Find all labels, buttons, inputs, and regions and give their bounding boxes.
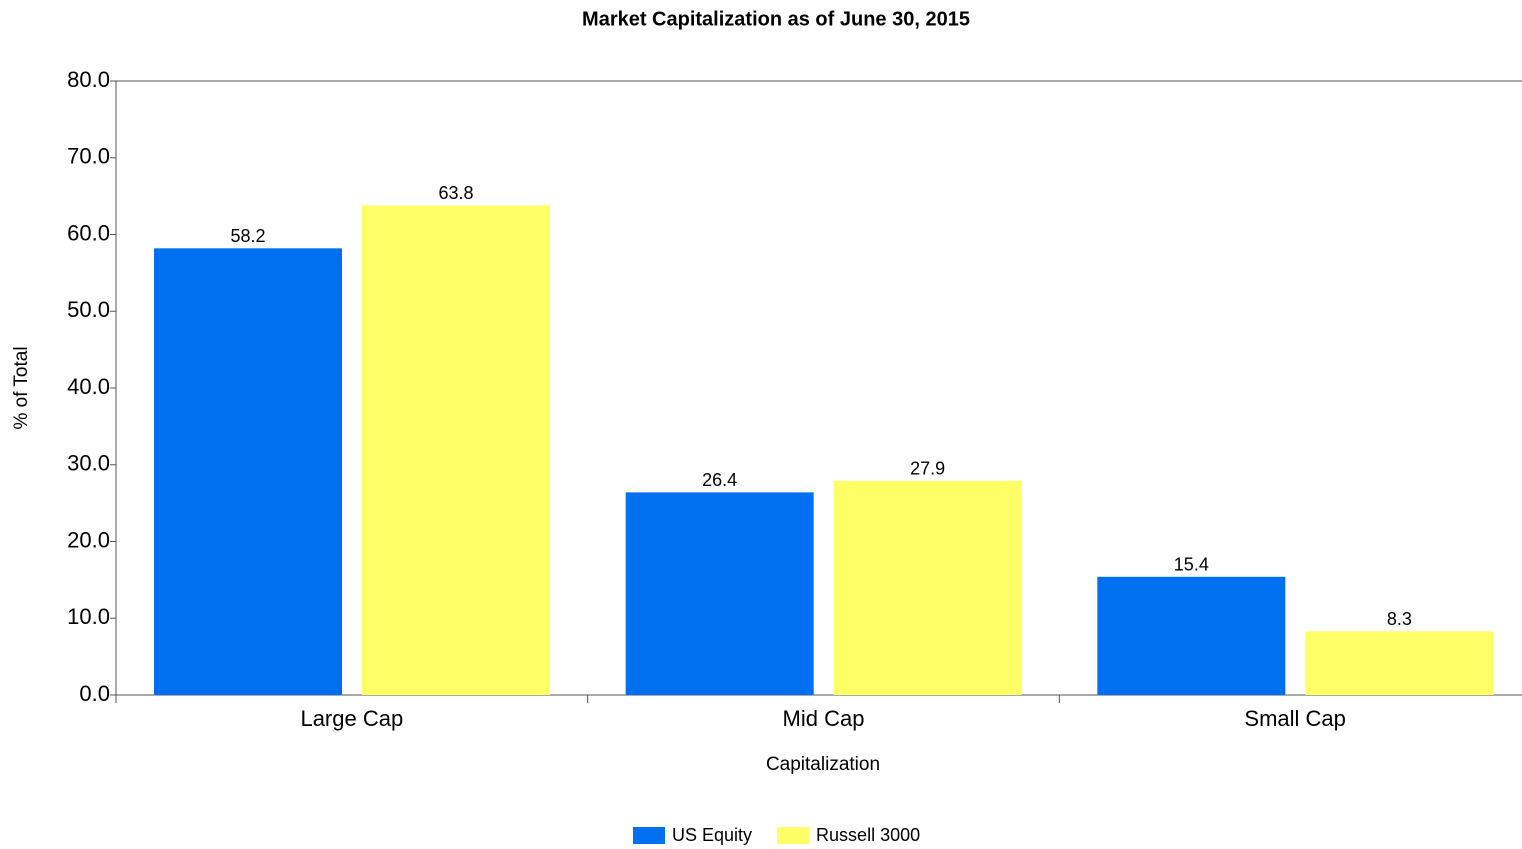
x-axis-label: Capitalization (766, 754, 880, 775)
y-tick-label: 30.0 (67, 451, 110, 476)
y-tick-label: 70.0 (67, 144, 110, 169)
y-tick-label: 50.0 (67, 297, 110, 322)
bar (362, 205, 550, 695)
x-tick-label: Small Cap (1244, 706, 1345, 731)
value-label: 58.2 (230, 226, 265, 246)
bar (625, 492, 814, 695)
y-tick-label: 20.0 (67, 527, 110, 552)
y-tick-label: 60.0 (67, 220, 110, 245)
y-tick-label: 0.0 (79, 681, 110, 706)
x-tick-label: Large Cap (300, 706, 403, 731)
value-label: 8.3 (1387, 609, 1412, 629)
bar (833, 480, 1022, 695)
legend-swatch (633, 827, 665, 844)
chart-title: Market Capitalization as of June 30, 201… (582, 8, 970, 30)
bar (1097, 576, 1286, 695)
value-label: 26.4 (702, 470, 737, 490)
legend-swatch (777, 827, 810, 844)
bar (154, 248, 342, 695)
bar (1305, 631, 1494, 695)
y-tick-label: 80.0 (67, 67, 110, 92)
value-label: 15.4 (1174, 555, 1209, 575)
x-tick-label: Mid Cap (783, 706, 865, 731)
y-axis-label: % of Total (11, 346, 32, 429)
y-tick-label: 10.0 (67, 604, 110, 629)
value-label: 27.9 (910, 459, 945, 479)
value-label: 63.8 (438, 183, 473, 203)
legend-label: US Equity (672, 825, 752, 845)
y-tick-label: 40.0 (67, 374, 110, 399)
legend-label: Russell 3000 (816, 825, 920, 845)
